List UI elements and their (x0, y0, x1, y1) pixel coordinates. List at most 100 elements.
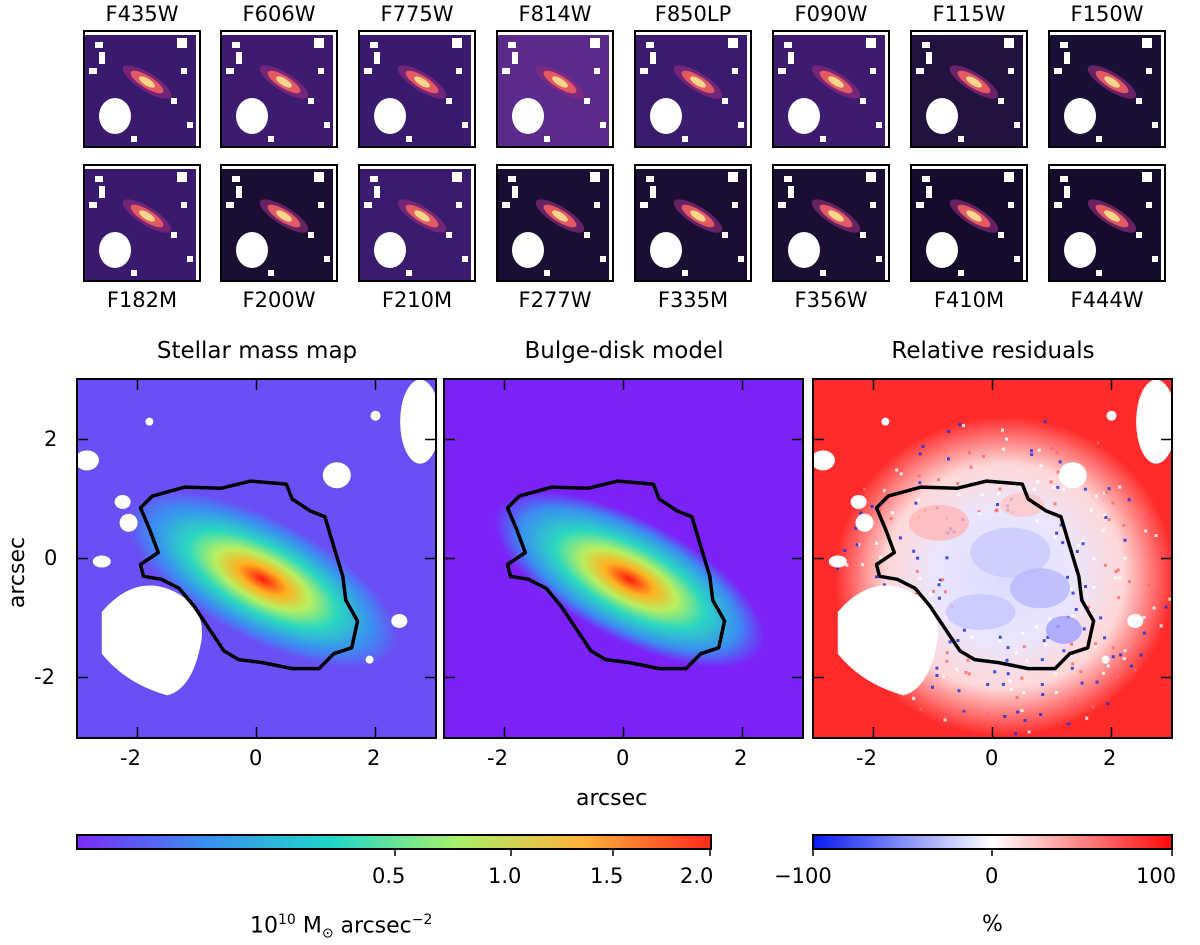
mask-region (226, 68, 234, 74)
residual-pixel (1020, 676, 1024, 680)
panel-bulge-disk-model (443, 378, 804, 739)
residual-pixel (969, 465, 973, 469)
residual-pixel (1104, 491, 1108, 494)
colorbar-tick: 0 (985, 864, 999, 888)
residual-pixel (1055, 531, 1059, 535)
galaxy-glow (1087, 65, 1137, 99)
mask-region (226, 202, 234, 208)
residual-pixel (1095, 680, 1099, 684)
mask-region (502, 202, 510, 208)
isophote-contour (874, 479, 1096, 671)
galaxy-glow (949, 199, 999, 233)
mask-region (222, 166, 336, 169)
residual-pixel (913, 592, 917, 596)
galaxy-glow (122, 199, 172, 233)
residual-pixel (998, 639, 1002, 643)
residual-pixel (967, 672, 971, 676)
mask-region (594, 68, 600, 74)
residual-pixel (859, 511, 863, 515)
y-tick-label: 2 (44, 427, 58, 451)
mask-region (860, 232, 866, 238)
y-tick-label: -2 (34, 665, 55, 689)
mask-region (512, 52, 518, 64)
filter-thumbnail (910, 164, 1028, 282)
residual-pixel (1123, 556, 1127, 560)
galaxy-glow (397, 199, 447, 233)
residual-pixel (962, 712, 966, 716)
residual-pixel (937, 596, 941, 600)
mask-region (360, 32, 474, 35)
residual-pixel (854, 526, 858, 530)
colorbar-tick: 1.5 (590, 864, 624, 888)
residual-pixel (1102, 671, 1106, 675)
mask-region (512, 232, 544, 268)
mask-region (650, 232, 682, 268)
residual-pixel (1103, 563, 1107, 567)
residual-pixel (1127, 580, 1131, 584)
mask-region (187, 122, 193, 128)
residual-pixel (1119, 653, 1123, 657)
residual-pixel (1055, 451, 1059, 455)
mask-region (222, 32, 336, 35)
mask-region (640, 68, 648, 74)
mask-region (774, 32, 888, 35)
mask-region (99, 52, 105, 64)
mask-region (600, 122, 606, 128)
panel-relative-residuals (812, 378, 1173, 739)
galaxy-glow (949, 65, 999, 99)
filter-label-f850lp: F850LP (654, 2, 732, 26)
filter-label-f444w: F444W (1070, 288, 1144, 312)
mask-region (738, 122, 744, 128)
mask-region (788, 52, 794, 64)
residual-pixel (1009, 687, 1013, 691)
residual-pixel (1014, 732, 1018, 736)
mask-region (171, 232, 177, 238)
residual-pixel (958, 423, 962, 427)
residual-pixel (1071, 662, 1075, 666)
residual-pixel (1147, 583, 1151, 587)
mask-region (866, 38, 876, 48)
filter-label-f356w: F356W (794, 288, 868, 312)
mask-region (682, 136, 688, 142)
mask-region (456, 68, 462, 74)
mask-region (1064, 98, 1096, 134)
mask-region (181, 68, 187, 74)
filter-label-f115w: F115W (932, 2, 1006, 26)
mask-region (1060, 176, 1068, 182)
residual-pixel (964, 671, 968, 674)
residual-pixel (945, 556, 949, 560)
residual-pixel (993, 670, 997, 674)
residual-pixel (1111, 501, 1115, 505)
residual-pixel (982, 455, 986, 458)
mask-region (236, 52, 242, 64)
residual-pixel (937, 478, 941, 482)
residual-pixel (986, 712, 989, 716)
residual-pixel (957, 689, 961, 693)
panel-title-mass-map: Stellar mass map (156, 338, 358, 364)
mask-region (114, 494, 131, 509)
residual-pixel (1085, 716, 1089, 720)
residual-pixel (1056, 470, 1060, 474)
isophote-contour (505, 479, 727, 671)
mask-region (1050, 166, 1164, 169)
residual-pixel (1144, 529, 1148, 533)
residual-pixel (937, 583, 941, 587)
residual-pixel (937, 581, 941, 584)
mask-region (1060, 42, 1068, 48)
residual-pixel (1041, 693, 1045, 696)
mask-region (646, 42, 654, 48)
mask-region (774, 166, 888, 169)
mask-region (820, 270, 826, 276)
mask-region (916, 202, 924, 208)
mask-region (1064, 186, 1070, 198)
residual-blob (1045, 615, 1082, 644)
residual-pixel (1039, 464, 1043, 468)
residual-pixel (1046, 635, 1050, 639)
mask-region (590, 38, 600, 48)
mask-region (636, 32, 750, 35)
galaxy-glow (122, 65, 172, 99)
mask-region (374, 232, 406, 268)
residual-pixel (1049, 480, 1053, 484)
residual-pixel (874, 575, 878, 579)
mask-region (1058, 462, 1087, 489)
